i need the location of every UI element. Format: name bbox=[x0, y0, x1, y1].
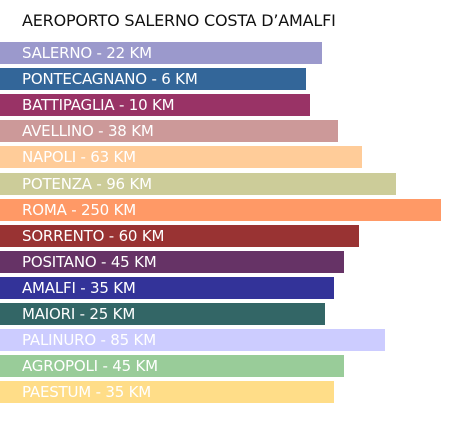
bar-label-paestum: PAESTUM - 35 KM bbox=[22, 383, 152, 401]
bar-label-pontecagnano: PONTECAGNANO - 6 KM bbox=[22, 70, 198, 88]
bar-label-avellino: AVELLINO - 38 KM bbox=[22, 122, 154, 140]
bar-label-battipaglia: BATTIPAGLIA - 10 KM bbox=[22, 96, 175, 114]
bar-label-positano: POSITANO - 45 KM bbox=[22, 253, 157, 271]
bar-label-potenza: POTENZA - 96 KM bbox=[22, 175, 152, 193]
bar-avellino bbox=[0, 120, 338, 142]
bar-label-napoli: NAPOLI - 63 KM bbox=[22, 148, 136, 166]
bar-agropoli bbox=[0, 355, 344, 377]
bar-label-maiori: MAIORI - 25 KM bbox=[22, 305, 136, 323]
bar-potenza bbox=[0, 173, 396, 195]
bar-palinuro bbox=[0, 329, 385, 351]
bar-label-palinuro: PALINURO - 85 KM bbox=[22, 331, 156, 349]
bar-pontecagnano bbox=[0, 68, 306, 90]
bar-salerno bbox=[0, 42, 322, 64]
bar-sorrento bbox=[0, 225, 359, 247]
bar-roma bbox=[0, 199, 441, 221]
bar-label-sorrento: SORRENTO - 60 KM bbox=[22, 227, 165, 245]
bar-positano bbox=[0, 251, 344, 273]
bar-label-roma: ROMA - 250 KM bbox=[22, 201, 136, 219]
bar-battipaglia bbox=[0, 94, 310, 116]
bar-amalfi bbox=[0, 277, 334, 299]
bar-maiori bbox=[0, 303, 325, 325]
bar-napoli bbox=[0, 146, 362, 168]
bar-label-salerno: SALERNO - 22 KM bbox=[22, 44, 152, 62]
bar-paestum bbox=[0, 381, 334, 403]
bar-label-amalfi: AMALFI - 35 KM bbox=[22, 279, 136, 297]
chart-title: AEROPORTO SALERNO COSTA D’AMALFI bbox=[22, 11, 336, 30]
bar-label-agropoli: AGROPOLI - 45 KM bbox=[22, 357, 158, 375]
